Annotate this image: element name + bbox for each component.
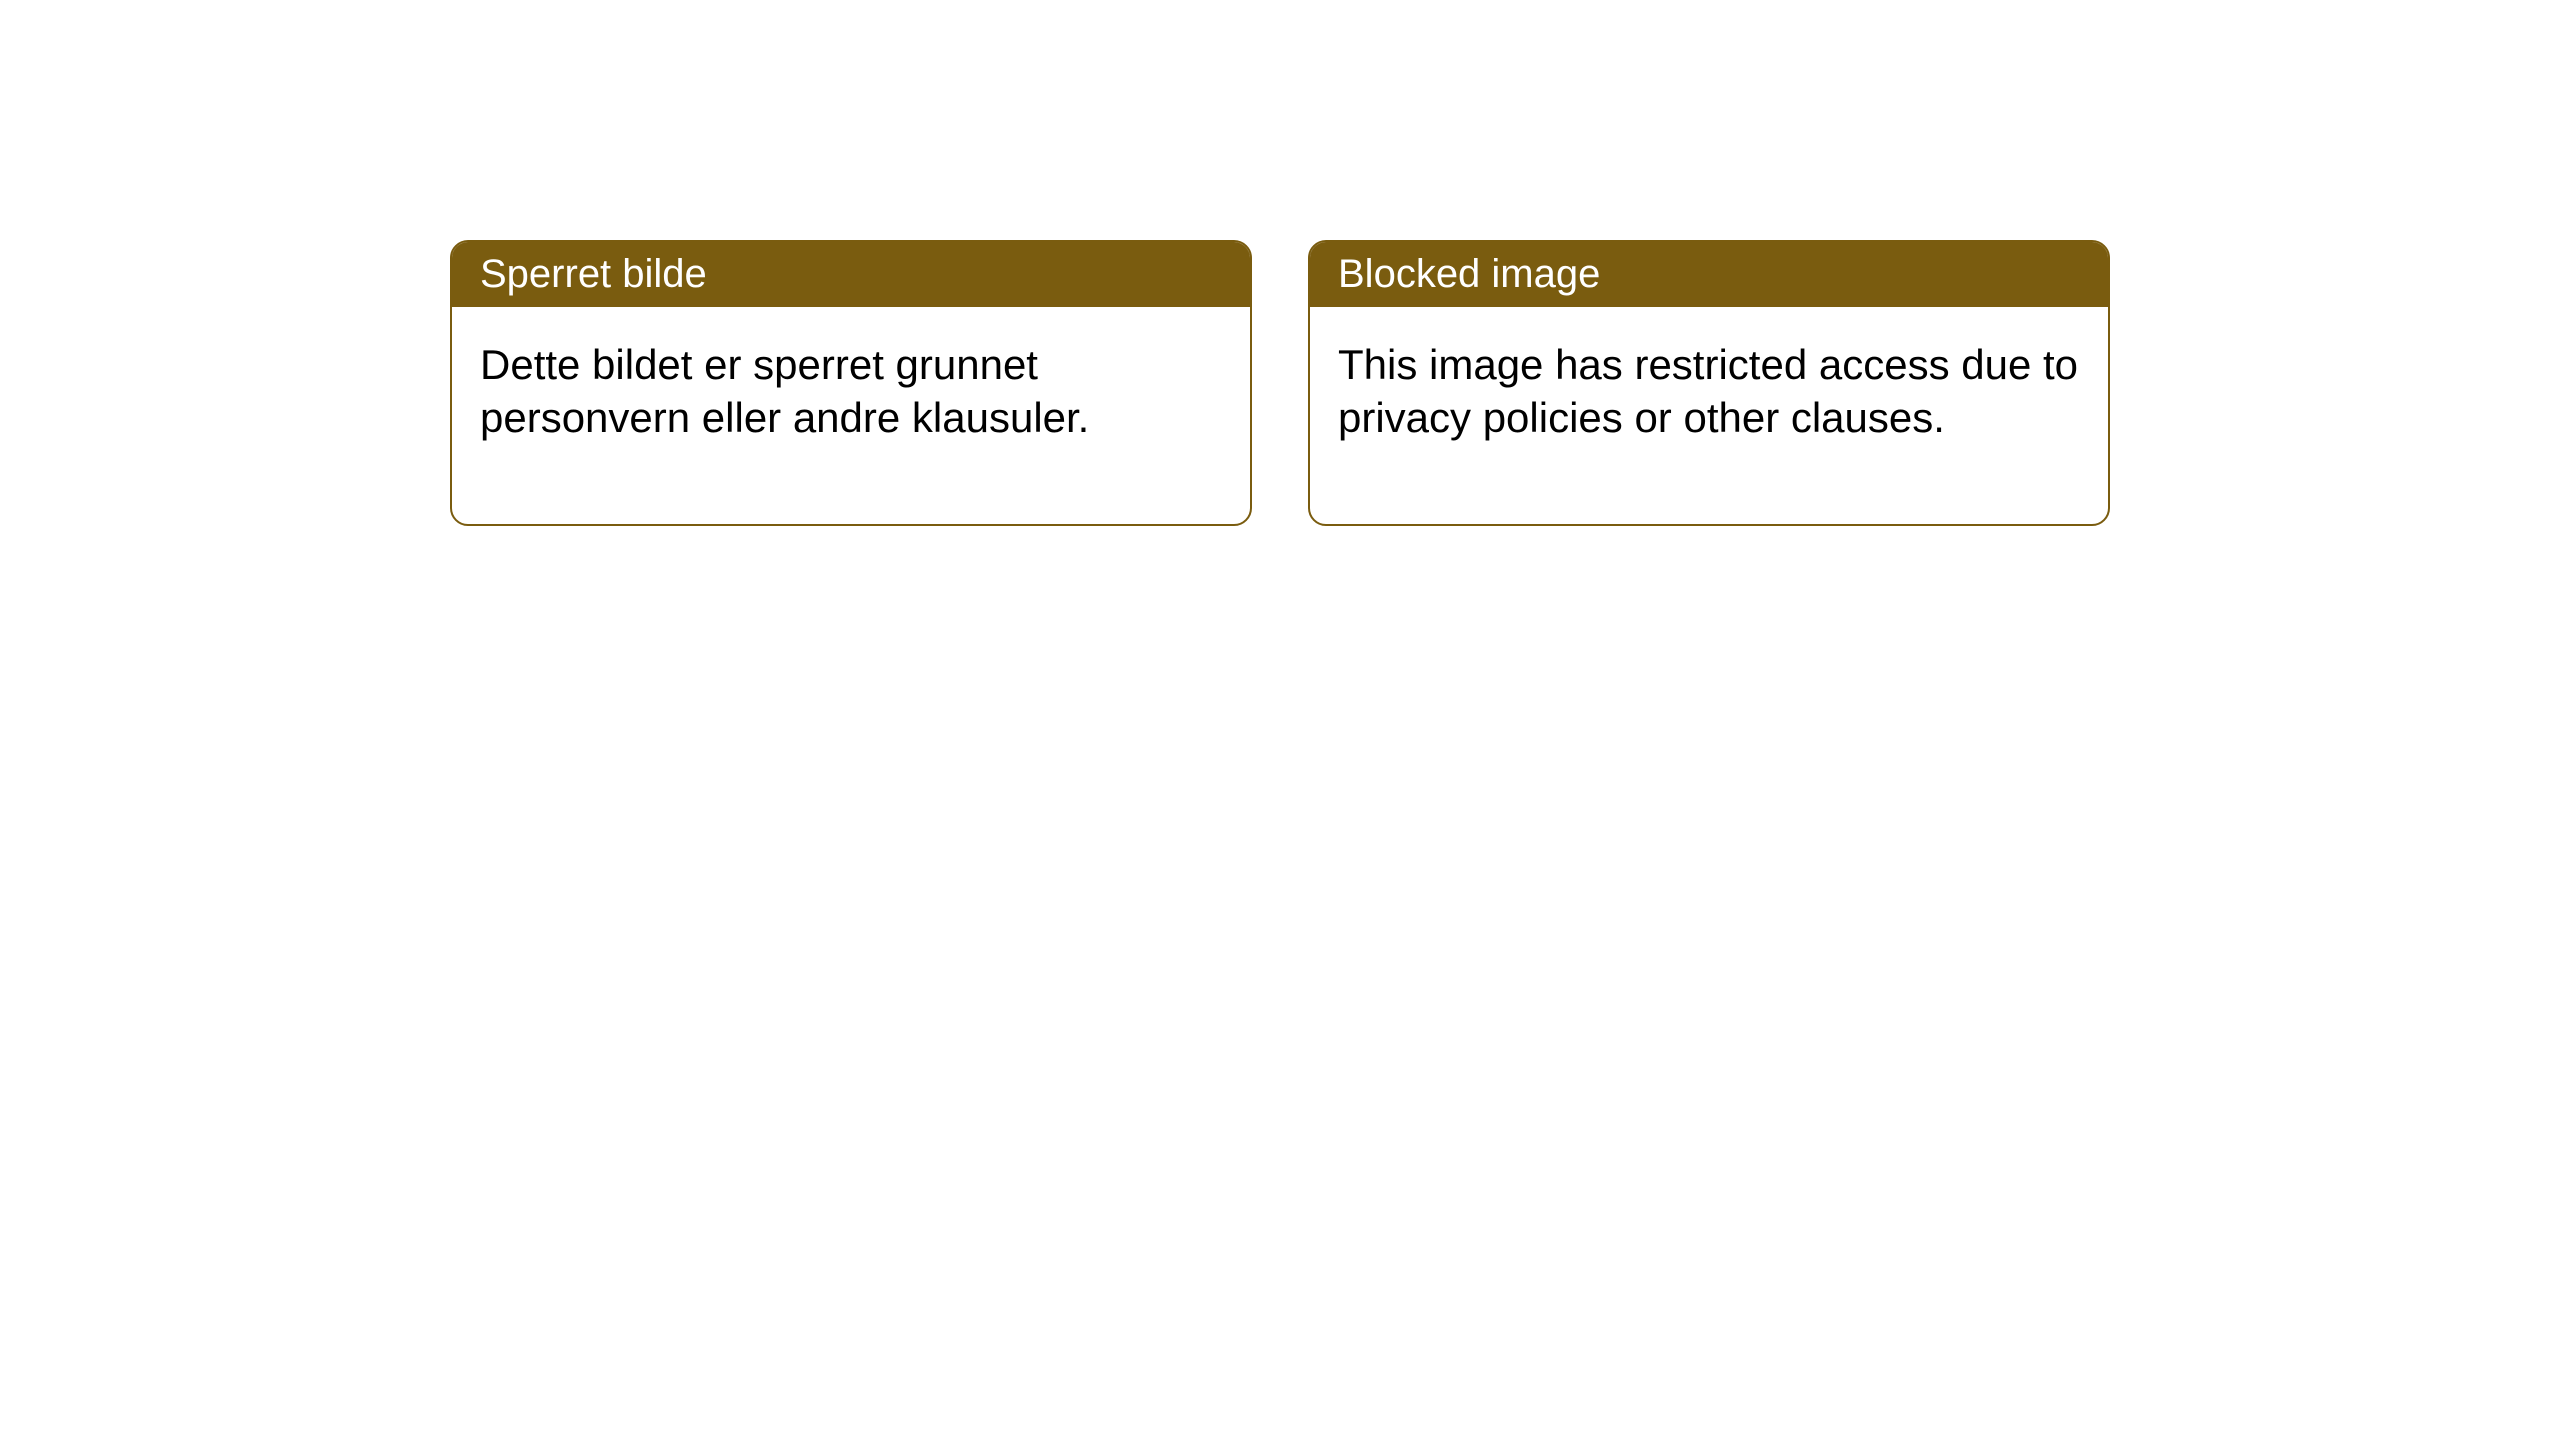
card-title: Blocked image <box>1338 252 1600 296</box>
card-title: Sperret bilde <box>480 252 707 296</box>
card-body-text: This image has restricted access due to … <box>1338 341 2078 441</box>
card-body-text: Dette bildet er sperret grunnet personve… <box>480 341 1089 441</box>
notice-card-english: Blocked image This image has restricted … <box>1308 240 2110 526</box>
notice-card-norwegian: Sperret bilde Dette bildet er sperret gr… <box>450 240 1252 526</box>
card-header: Blocked image <box>1310 242 2108 307</box>
card-header: Sperret bilde <box>452 242 1250 307</box>
notice-container: Sperret bilde Dette bildet er sperret gr… <box>450 240 2110 526</box>
card-body: Dette bildet er sperret grunnet personve… <box>452 307 1250 524</box>
card-body: This image has restricted access due to … <box>1310 307 2108 524</box>
